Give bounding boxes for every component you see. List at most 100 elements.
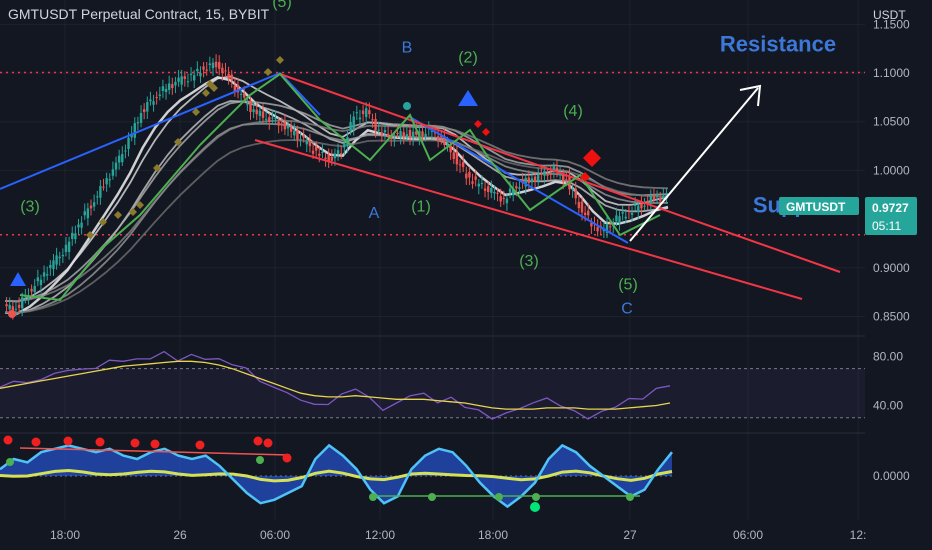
candle-body [11,306,15,312]
candle-body [117,155,121,163]
candle-body [380,132,384,135]
time-tick-label: 12:00 [365,528,395,542]
rsi-tick-label: 40.00 [873,398,903,412]
candle-body [277,121,280,126]
candle-body [649,195,652,204]
candle-body [199,73,202,77]
osc-green-dot [530,502,540,512]
candle-body [546,174,549,176]
candle-body [243,93,246,98]
olive-diamond [202,89,210,97]
candle-body [130,133,133,138]
candle-body [605,224,609,233]
wave-label: (3) [519,253,539,270]
channel-upper-line [279,73,841,273]
time-tick-label: 27 [623,528,637,542]
candle-body [405,134,409,138]
wave-label: (5) [272,0,292,11]
osc-green-dot [532,493,540,501]
candle-body [555,167,559,172]
oscillator-pane[interactable] [0,435,673,513]
candle-body [336,150,340,154]
last-price-value: 0.9727 [872,201,909,215]
candle-body [327,154,330,162]
price-axis[interactable]: 1.1500 1.1000 1.0500 1.0000 0.9000 0.8500 80.0… [873,17,910,483]
candle-body [480,182,484,184]
candle-body [496,192,499,194]
candle-body [424,133,427,137]
candle-body [608,226,612,228]
olive-diamond [136,201,144,209]
blue-trendline-down [279,72,321,116]
ribbon-line [4,100,669,303]
candle-body [436,136,440,141]
blue-trendline-b [407,115,629,244]
candle-body [30,288,33,292]
candle-body [193,75,196,81]
candle-body [74,233,77,240]
candle-body [624,216,627,219]
blue-triangle-marker [458,90,478,106]
projection-arrow-head [739,84,762,107]
candle-body [142,109,146,113]
candle-body [640,202,643,209]
rsi-pane[interactable] [0,350,865,420]
candle-body [136,122,140,124]
candle-body [352,116,355,129]
olive-diamond [114,211,122,219]
candle-body [486,186,490,192]
candle-body [71,232,74,239]
red-diamond-small-2 [474,120,482,128]
bar-countdown: 05:11 [872,219,901,233]
red-diamond-small-1 [580,172,590,182]
candle-body [490,187,493,193]
candle-body [77,224,80,228]
candle-body [127,137,130,150]
price-pane[interactable]: (3)(5)B(2)(4)A(1)(3)(5)CResistanceSuppor… [0,0,865,320]
candle-body [305,141,308,145]
channel-lower-line [254,139,803,300]
candle-body [383,130,387,133]
candle-body [408,130,412,138]
candle-body [411,131,415,139]
candle-body [221,67,224,74]
osc-red-dot [263,438,273,448]
candle-body [177,77,180,82]
candle-body [155,96,158,98]
oscillator-dots [3,435,634,512]
candle-body [171,84,174,89]
ribbon-line [4,75,669,315]
candle-body [27,295,30,300]
candle-body [46,274,49,276]
candle-body [637,205,640,212]
wave-label: A [369,205,380,222]
oscillator-signal-line [0,468,673,483]
candle-body [349,121,352,131]
candle-body [311,150,315,154]
candle-body [186,81,190,83]
osc-green-dot [428,493,436,501]
candle-body [474,176,477,180]
candle-body [527,177,531,183]
rsi-ma-line [0,360,671,410]
candle-body [239,93,243,95]
candle-body [230,74,233,80]
candle-body [321,151,324,154]
candle-body [8,304,11,310]
candle-body [587,210,590,216]
candle-body [511,189,515,196]
candle-body [524,177,527,187]
time-axis[interactable]: 18:00 26 06:00 12:00 18:00 27 06:00 12: [50,528,866,542]
osc-red-dot [130,438,140,448]
candle-body [280,124,283,126]
ema-ribbon [4,75,669,315]
candle-body [80,222,83,228]
symbol-title: GMTUSDT Perpetual Contract, 15, BYBIT [8,6,270,22]
candle-body [330,156,334,161]
candle-body [627,210,631,212]
candle-body [415,131,418,135]
candle-body [92,202,96,207]
candle-body [205,69,208,71]
olive-diamond [153,164,161,172]
